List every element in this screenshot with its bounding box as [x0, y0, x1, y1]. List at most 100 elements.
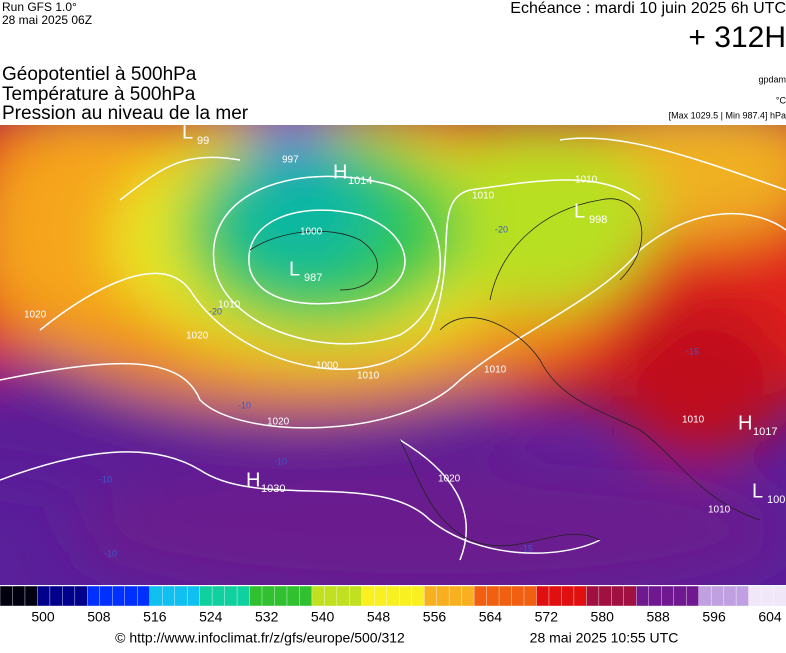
- colorbar-swatch: [748, 585, 762, 607]
- colorbar-swatch: [99, 585, 113, 607]
- isobar-label: 1000: [300, 227, 323, 238]
- colorbar-swatch: [0, 585, 14, 607]
- colorbar-label: 532: [255, 609, 279, 625]
- colorbar-swatch: [374, 585, 388, 607]
- footer-date: 28 mai 2025 10:55 UTC: [530, 630, 679, 646]
- colorbar-swatch: [423, 585, 438, 607]
- center-value: 100: [767, 494, 785, 506]
- temp-label: -10: [99, 474, 112, 484]
- colorbar-swatch: [511, 585, 525, 607]
- colorbar-label: 548: [367, 609, 391, 625]
- isobar-label: 1010: [708, 505, 731, 516]
- colorbar-swatch: [249, 585, 263, 607]
- center-letter: L: [182, 121, 193, 143]
- center-letter: L: [574, 200, 585, 222]
- unit: °C: [776, 95, 786, 105]
- colorbar-swatch: [523, 585, 538, 607]
- colorbar-swatch: [773, 585, 786, 607]
- run: Run GFS 1.0°: [2, 0, 77, 14]
- center-letter: H: [738, 412, 752, 434]
- center-letter: L: [289, 258, 300, 280]
- temp-label: -20: [495, 224, 508, 234]
- isobar-label: 1010: [357, 371, 380, 382]
- colorbar-swatch: [611, 585, 625, 607]
- colorbar-swatch: [598, 585, 613, 607]
- center-value: 1030: [261, 483, 285, 495]
- colorbar-swatch: [661, 585, 675, 607]
- center-value: 1014: [348, 175, 372, 187]
- isobar-label: 1010: [682, 415, 705, 426]
- colorbar-swatch: [623, 585, 637, 607]
- colorbar-label: 572: [535, 609, 559, 625]
- isobar-label: 1020: [186, 331, 209, 342]
- center-letter: H: [333, 161, 347, 183]
- unit: gpdam: [758, 74, 786, 84]
- colorbar-swatch: [723, 585, 737, 607]
- coastlines: [249, 198, 761, 547]
- center-letter: H: [246, 469, 260, 491]
- colorbar-swatch: [161, 585, 176, 607]
- isobar-label: 1020: [438, 474, 461, 485]
- colorbar-swatch: [448, 585, 463, 607]
- colorbar-swatch: [49, 585, 64, 607]
- colorbar-swatch: [548, 585, 563, 607]
- colorbar-swatch: [112, 585, 126, 607]
- colorbar-swatch: [561, 585, 575, 607]
- colorbar-label: 500: [31, 609, 55, 625]
- colorbar-swatch: [311, 585, 326, 607]
- isobar-label: 997: [282, 155, 299, 166]
- colorbar-swatch: [174, 585, 188, 607]
- colorbar-swatch: [336, 585, 351, 607]
- colorbar-label: 556: [423, 609, 447, 625]
- colorbar-swatch: [735, 585, 750, 607]
- colorbar-swatch: [685, 585, 700, 607]
- isobar-label: 1010: [218, 300, 241, 311]
- colorbar-label: 596: [702, 609, 726, 625]
- temp-label: -10: [238, 400, 251, 410]
- center-value: 998: [589, 214, 607, 226]
- isobar-label: 1020: [267, 417, 290, 428]
- colorbar-swatch: [498, 585, 513, 607]
- colorbar-label: 604: [758, 609, 782, 625]
- legend-line: Pression au niveau de la mer: [2, 103, 249, 124]
- isobars: [0, 137, 786, 561]
- colorbar-swatch: [361, 585, 375, 607]
- map: [0, 125, 786, 585]
- center-letter: L: [752, 480, 763, 502]
- colorbar-swatch: [236, 585, 251, 607]
- colorbar-swatch: [324, 585, 338, 607]
- colorbar-label: 540: [311, 609, 335, 625]
- colorbar-swatch: [436, 585, 450, 607]
- run-date: 28 mai 2025 06Z: [2, 13, 92, 27]
- legend-line: Température à 500hPa: [2, 84, 196, 105]
- center-value: 1017: [753, 426, 777, 438]
- colorbar-swatch: [199, 585, 213, 607]
- isobar-label: 1010: [472, 191, 495, 202]
- offset: + 312H: [688, 21, 786, 54]
- isobar-label: 1020: [24, 310, 47, 321]
- colorbar-swatch: [486, 585, 500, 607]
- colorbar-swatch: [411, 585, 425, 607]
- footer-url: © http://www.infoclimat.fr/z/gfs/europe/…: [115, 630, 405, 646]
- colorbar-swatch: [62, 585, 76, 607]
- colorbar-swatch: [673, 585, 687, 607]
- colorbar-swatch: [710, 585, 725, 607]
- colorbar-swatch: [12, 585, 26, 607]
- colorbar-swatch: [274, 585, 288, 607]
- colorbar-label: 508: [87, 609, 111, 625]
- colorbar: 500 508 516 524 532 540 548 556 564 572 580 588 596 6…: [0, 585, 786, 625]
- temp-label: -10: [274, 456, 287, 466]
- temp-label: -15: [520, 543, 533, 553]
- colorbar-swatch: [573, 585, 588, 607]
- isobar-label: 1000: [316, 361, 339, 372]
- colorbar-label: 580: [591, 609, 615, 625]
- temp-label: -10: [104, 548, 117, 558]
- colorbar-swatch: [461, 585, 475, 607]
- colorbar-swatch: [299, 585, 313, 607]
- colorbar-swatch: [648, 585, 662, 607]
- echeance: Echéance : mardi 10 juin 2025 6h UTC: [510, 0, 786, 17]
- colorbar-swatch: [137, 585, 151, 607]
- colorbar-swatch: [87, 585, 101, 607]
- colorbar-swatch: [386, 585, 400, 607]
